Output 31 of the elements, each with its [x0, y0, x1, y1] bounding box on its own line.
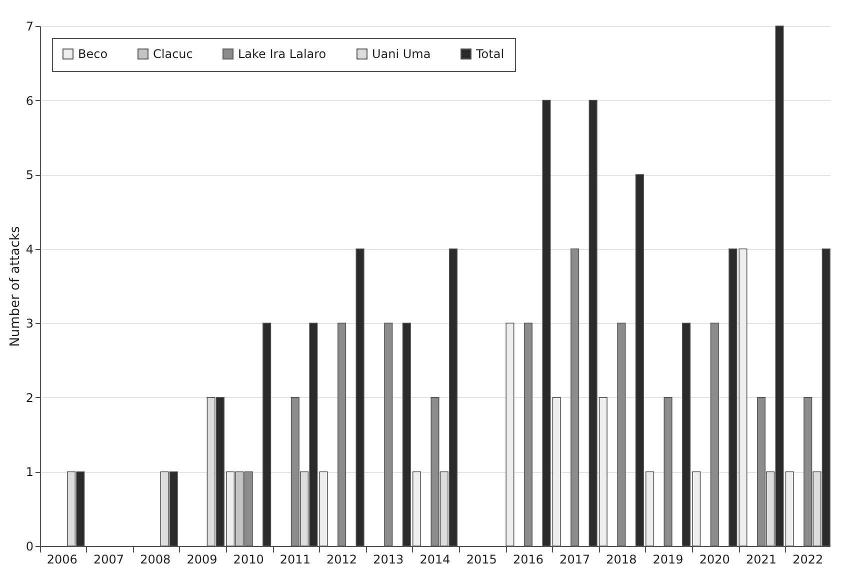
x-tick-label: 2014 [420, 552, 450, 566]
legend-label: Clacuc [153, 47, 193, 61]
y-tick-label: 1 [26, 465, 34, 480]
x-tick-label: 2022 [792, 552, 824, 566]
x-tick-label: 2006 [46, 552, 78, 566]
y-tick-label: 2 [26, 390, 34, 405]
x-tick-label: 2012 [326, 552, 358, 566]
y-tick-label: 6 [26, 94, 34, 108]
legend-label: Lake Ira Lalaro [238, 47, 326, 61]
y-tick-label: 7 [26, 20, 34, 34]
x-tick-label: 2008 [140, 552, 171, 566]
y-tick-label: 0 [26, 540, 34, 554]
y-tick-label: 4 [26, 242, 34, 256]
x-tick-label: 2013 [373, 552, 404, 566]
x-tick-label: 2017 [560, 552, 590, 566]
x-tick-label: 2010 [233, 552, 264, 566]
y-tick-label: 5 [26, 168, 34, 182]
x-tick-label: 2019 [652, 552, 684, 566]
x-tick-label: 2007 [93, 552, 124, 566]
x-tick-label: 2018 [606, 552, 637, 566]
x-tick-label: 2016 [512, 552, 544, 566]
y-tick-label: 3 [26, 316, 34, 331]
x-tick-label: 2015 [466, 552, 497, 566]
legend-label: Beco [78, 47, 108, 61]
y-axis-title: Number of attacks [8, 226, 23, 347]
x-tick-label: 2021 [746, 552, 777, 566]
legend-label: Uani Uma [372, 47, 431, 61]
x-tick-label: 2011 [280, 552, 310, 566]
x-tick-label: 2009 [186, 552, 218, 566]
x-tick-label: 2020 [699, 552, 730, 566]
legend-label: Total [475, 47, 504, 61]
